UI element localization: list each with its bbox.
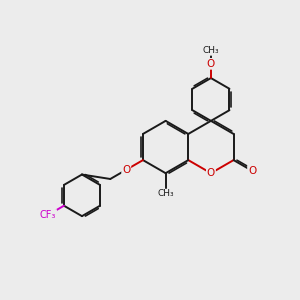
Text: O: O [207, 168, 215, 178]
Text: O: O [248, 166, 256, 176]
Text: O: O [122, 165, 130, 175]
Text: O: O [207, 59, 215, 69]
Text: CF₃: CF₃ [40, 210, 56, 220]
Text: CH₃: CH₃ [202, 46, 219, 55]
Text: CH₃: CH₃ [157, 190, 174, 199]
